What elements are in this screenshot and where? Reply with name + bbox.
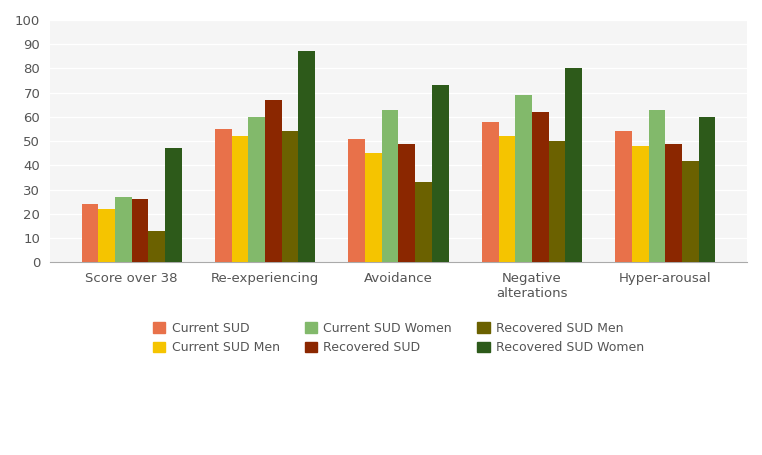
Bar [82,204,98,262]
Bar [382,110,399,262]
Bar [248,117,265,262]
Bar [482,122,498,262]
Bar [348,139,365,262]
Bar [415,182,432,262]
Bar [565,68,582,262]
Bar [98,209,115,262]
Bar [648,110,665,262]
Bar [515,95,532,262]
Bar [432,86,449,262]
Bar [632,146,648,262]
Bar [215,129,232,262]
Bar [549,141,565,262]
Bar [282,131,299,262]
Bar [265,100,282,262]
Bar [132,199,149,262]
Bar [615,131,632,262]
Bar [682,161,699,262]
Bar [299,51,315,262]
Legend: Current SUD, Current SUD Men, Current SUD Women, Recovered SUD, Recovered SUD Me: Current SUD, Current SUD Men, Current SU… [148,317,649,359]
Bar [699,117,716,262]
Bar [115,197,132,262]
Bar [365,153,382,262]
Bar [165,148,181,262]
Bar [498,136,515,262]
Bar [532,112,549,262]
Bar [149,231,165,262]
Bar [399,144,415,262]
Bar [665,144,682,262]
Bar [232,136,248,262]
